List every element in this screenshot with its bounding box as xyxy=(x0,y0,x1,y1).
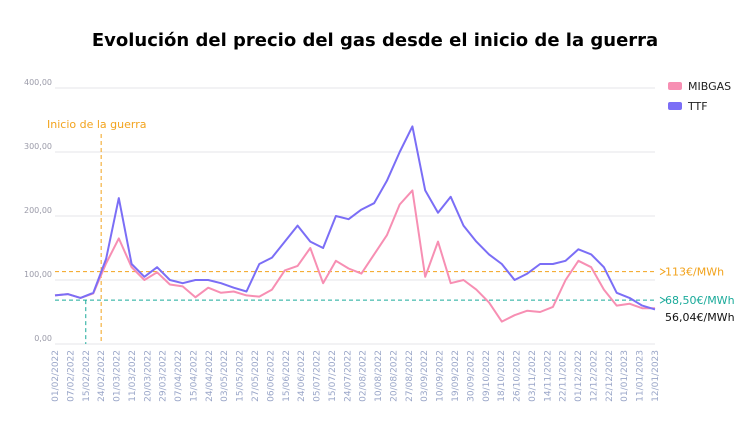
x-tick-label: 11/03/2022 xyxy=(128,350,138,402)
x-tick-label: 03/11/2022 xyxy=(528,350,538,402)
y-axis-ticks: 0,00 100,00 200,00 300,00 400,00 xyxy=(24,78,52,343)
x-tick-label: 03/09/2022 xyxy=(420,350,430,402)
x-tick-label: 24/07/2022 xyxy=(343,350,353,402)
reference-arrow xyxy=(659,296,666,304)
x-tick-label: 27/05/2022 xyxy=(251,350,261,402)
y-tick-label: 100,00 xyxy=(24,270,52,279)
x-tick-label: 06/06/2022 xyxy=(266,350,276,402)
x-tick-label: 24/06/2022 xyxy=(297,350,307,402)
x-tick-label: 18/10/2022 xyxy=(497,350,507,402)
x-tick-label: 07/04/2022 xyxy=(174,350,184,402)
legend-label: MIBGAS xyxy=(688,80,731,93)
x-tick-label: 12/01/2023 xyxy=(651,350,661,402)
x-tick-label: 11/01/2023 xyxy=(636,350,646,402)
y-tick-label: 200,00 xyxy=(24,206,52,215)
x-tick-label: 01/01/2023 xyxy=(620,350,630,402)
series-line-ttf xyxy=(54,125,656,311)
x-tick-label: 12/12/2022 xyxy=(589,350,599,402)
war-annotation: Inicio de la guerra xyxy=(47,118,146,131)
x-tick-label: 01/03/2022 xyxy=(113,350,123,402)
x-tick-label: 26/10/2022 xyxy=(513,350,523,402)
x-tick-label: 27/08/2022 xyxy=(405,350,415,402)
x-tick-label: 10/09/2022 xyxy=(436,350,446,402)
x-tick-label: 22/11/2022 xyxy=(559,350,569,402)
reference-arrow xyxy=(659,268,666,276)
gridlines xyxy=(55,87,655,345)
x-tick-label: 15/06/2022 xyxy=(282,350,292,402)
x-tick-label: 20/08/2022 xyxy=(389,350,399,402)
series-line-mibgas xyxy=(54,189,655,323)
x-tick-label: 15/05/2022 xyxy=(236,350,246,402)
x-tick-label: 07/02/2022 xyxy=(66,350,76,402)
reference-lines: 113€/MWh 68,50€/MWh xyxy=(55,134,735,344)
x-tick-label: 09/10/2022 xyxy=(482,350,492,402)
x-tick-label: 24/04/2022 xyxy=(205,350,215,402)
x-tick-label: 15/04/2022 xyxy=(189,350,199,402)
end-value-label: 56,04€/MWh xyxy=(665,311,735,324)
legend-swatch xyxy=(668,102,682,110)
x-tick-label: 24/02/2022 xyxy=(97,350,107,402)
reference-label: 68,50€/MWh xyxy=(665,294,735,307)
x-tick-label: 01/02/2022 xyxy=(51,350,61,402)
x-tick-label: 15/02/2022 xyxy=(82,350,92,402)
x-tick-label: 10/08/2022 xyxy=(374,350,384,402)
x-tick-label: 05/07/2022 xyxy=(313,350,323,402)
x-tick-label: 15/07/2022 xyxy=(328,350,338,402)
x-axis-ticks: 01/02/2022 07/02/2022 15/02/2022 24/02/2022… xyxy=(51,350,661,402)
x-tick-label: 30/09/2022 xyxy=(466,350,476,402)
x-tick-label: 03/05/2022 xyxy=(220,350,230,402)
x-tick-label: 02/08/2022 xyxy=(359,350,369,402)
y-tick-label: 400,00 xyxy=(24,78,52,87)
legend: MIBGAS TTF xyxy=(668,80,731,113)
y-tick-label: 300,00 xyxy=(24,142,52,151)
annotations: Inicio de la guerra xyxy=(47,118,146,131)
x-tick-label: 19/09/2022 xyxy=(451,350,461,402)
reference-label: 113€/MWh xyxy=(665,266,724,279)
x-tick-label: 22/12/2022 xyxy=(605,350,615,402)
legend-swatch xyxy=(668,82,682,90)
x-tick-label: 29/03/2022 xyxy=(159,350,169,402)
y-tick-label: 0,00 xyxy=(34,334,52,343)
x-tick-label: 14/11/2022 xyxy=(543,350,553,402)
x-tick-label: 20/03/2022 xyxy=(143,350,153,402)
chart-title: Evolución del precio del gas desde el in… xyxy=(91,30,659,51)
x-tick-label: 01/12/2022 xyxy=(574,350,584,402)
series-lines: 56,04€/MWh xyxy=(54,125,735,324)
legend-label: TTF xyxy=(687,100,708,113)
